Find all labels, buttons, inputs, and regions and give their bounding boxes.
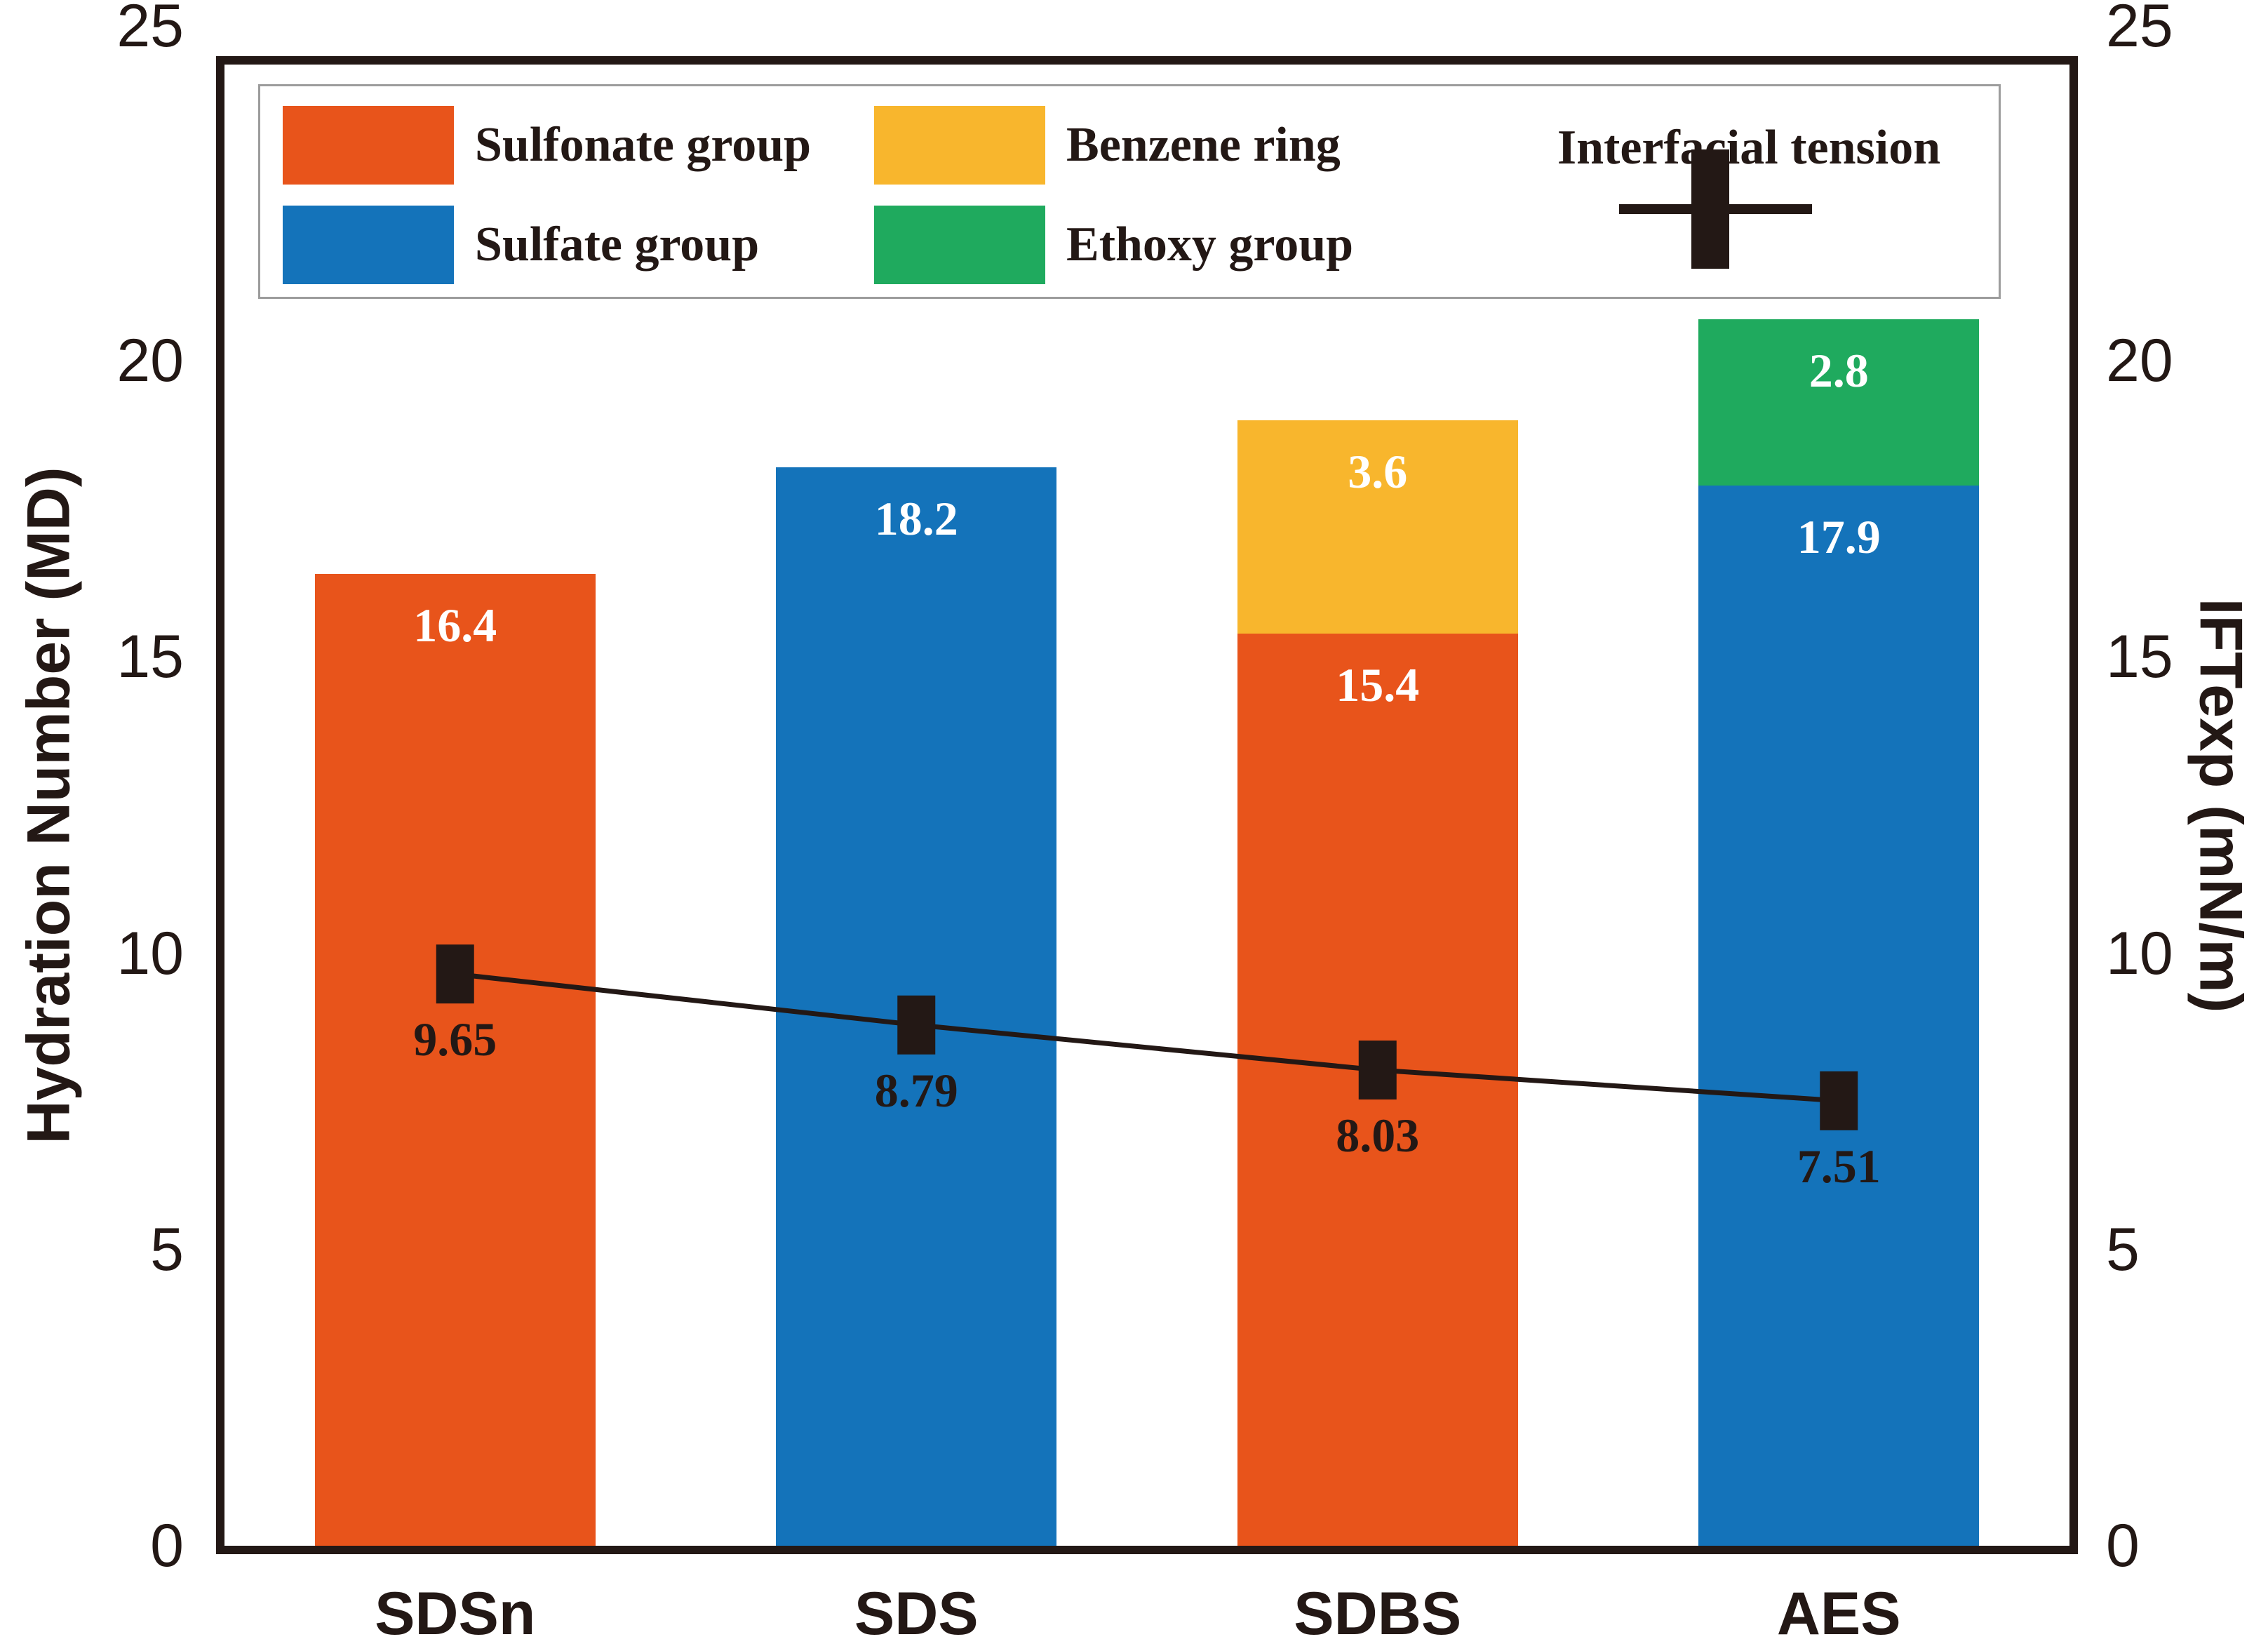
plot-area: 16.4 18.2 15.4 3.6 17.9 2.8 9.65 8.79 8.03 7.51 (216, 56, 2078, 1554)
ift-value-label: 8.03 (1336, 1108, 1420, 1162)
legend-box: Sulfonate group Sulfate group Benzene ri… (258, 84, 2001, 299)
x-category-label-SDBS: SDBS (1294, 1580, 1462, 1647)
legend-swatch-benzene-ring (874, 106, 1045, 185)
legend-label-benzene-ring: Benzene ring (1066, 118, 1341, 172)
y-tick-label-left-0: 0 (150, 1512, 184, 1579)
bar-value-label: 17.9 (1797, 509, 1881, 563)
x-category-label-AES: AES (1776, 1580, 1901, 1647)
bar-value-label: 16.4 (413, 599, 497, 653)
legend-swatch-sulfate-group (283, 206, 454, 284)
bar-value-label: 15.4 (1336, 657, 1420, 711)
y-tick-label-left-20: 20 (116, 327, 184, 395)
bar-segment-SDSn-sulfonate-group: 16.4 (314, 574, 596, 1546)
line-marker-icon (1619, 149, 1812, 269)
y-tick-label-right-20: 20 (2106, 327, 2173, 395)
y-tick-label-left-25: 25 (116, 0, 184, 60)
legend-item-sulfate-group: Sulfate group (283, 206, 759, 284)
legend-label-ethoxy-group: Ethoxy group (1066, 218, 1354, 272)
y-tick-label-right-10: 10 (2106, 919, 2173, 987)
ift-marker (1358, 1040, 1397, 1099)
bar-value-label: 2.8 (1809, 344, 1869, 398)
y-axis-title-right: IFTexp (mN/m) (2187, 598, 2255, 1013)
ift-value-label: 9.65 (413, 1012, 497, 1067)
ift-marker (897, 995, 936, 1055)
legend-label-interfacial-tension: Interfacial tension (1557, 121, 1941, 175)
ift-value-label: 8.79 (874, 1063, 958, 1117)
y-tick-label-right-15: 15 (2106, 623, 2173, 691)
ift-value-label: 7.51 (1797, 1139, 1881, 1193)
ift-marker (1820, 1071, 1858, 1130)
y-tick-label-right-0: 0 (2106, 1512, 2140, 1579)
legend-swatch-ethoxy-group (874, 206, 1045, 284)
y-tick-label-left-10: 10 (116, 919, 184, 987)
bar-value-label: 3.6 (1348, 444, 1408, 498)
bar-value-label: 18.2 (874, 492, 958, 546)
ift-marker (436, 944, 474, 1004)
y-tick-label-left-15: 15 (116, 623, 184, 691)
legend-item-ethoxy-group: Ethoxy group (874, 206, 1353, 284)
legend-item-benzene-ring: Benzene ring (874, 106, 1341, 185)
x-category-label-SDS: SDS (854, 1580, 979, 1647)
legend-label-sulfate-group: Sulfate group (475, 218, 760, 272)
legend-item-sulfonate-group: Sulfonate group (283, 106, 811, 185)
x-category-label-SDSn: SDSn (375, 1580, 536, 1647)
y-axis-title-left: Hydration Number (MD) (15, 467, 83, 1144)
line-marker-square (1691, 149, 1729, 269)
interfacial-tension-line (436, 944, 1858, 1130)
legend-swatch-sulfonate-group (283, 106, 454, 185)
y-tick-label-right-5: 5 (2106, 1215, 2140, 1283)
legend-label-sulfonate-group: Sulfonate group (475, 118, 812, 172)
bar-segment-AES-sulfate-group: 17.9 (1698, 485, 1980, 1546)
y-tick-label-left-5: 5 (150, 1215, 184, 1283)
bar-segment-AES-ethoxy-group: 2.8 (1698, 319, 1980, 486)
y-tick-label-right-25: 25 (2106, 0, 2173, 60)
bar-segment-SDBS-benzene-ring: 3.6 (1237, 420, 1518, 634)
